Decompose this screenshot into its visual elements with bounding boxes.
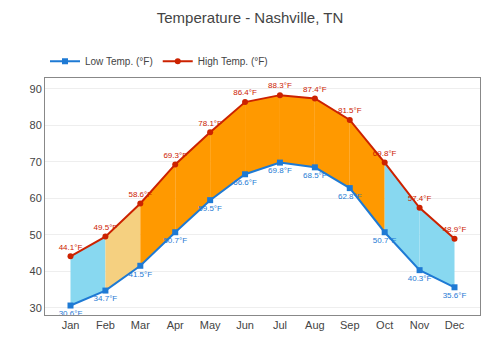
svg-text:57.4°F: 57.4°F (408, 194, 432, 203)
svg-text:Jun: Jun (236, 319, 254, 331)
svg-text:81.5°F: 81.5°F (338, 106, 362, 115)
svg-text:58.6°F: 58.6°F (128, 190, 152, 199)
svg-text:Jul: Jul (273, 319, 287, 331)
svg-text:35.6°F: 35.6°F (443, 291, 467, 300)
svg-text:Jan: Jan (62, 319, 80, 331)
svg-text:69.8°F: 69.8°F (373, 149, 397, 158)
svg-text:78.1°F: 78.1°F (198, 119, 222, 128)
svg-text:May: May (200, 319, 221, 331)
svg-text:Mar: Mar (131, 319, 150, 331)
svg-text:Aug: Aug (305, 319, 325, 331)
svg-text:30: 30 (30, 302, 42, 314)
svg-text:87.4°F: 87.4°F (303, 85, 327, 94)
svg-text:48.9°F: 48.9°F (443, 225, 467, 234)
svg-text:62.8°F: 62.8°F (338, 192, 362, 201)
svg-text:90: 90 (30, 83, 42, 95)
svg-text:Temperature - Nashville, TN: Temperature - Nashville, TN (157, 9, 343, 26)
svg-text:41.5°F: 41.5°F (128, 270, 152, 279)
svg-text:68.5°F: 68.5°F (303, 171, 327, 180)
svg-text:69.3°F: 69.3°F (163, 151, 187, 160)
svg-text:70: 70 (30, 156, 42, 168)
svg-text:40.3°F: 40.3°F (408, 274, 432, 283)
svg-text:Nov: Nov (410, 319, 430, 331)
svg-text:Dec: Dec (445, 319, 465, 331)
svg-text:Apr: Apr (167, 319, 184, 331)
svg-text:40: 40 (30, 265, 42, 277)
svg-text:50: 50 (30, 229, 42, 241)
svg-text:34.7°F: 34.7°F (94, 294, 118, 303)
svg-text:50.7°F: 50.7°F (163, 236, 187, 245)
svg-text:49.5°F: 49.5°F (94, 223, 118, 232)
svg-text:88.3°F: 88.3°F (268, 81, 292, 90)
svg-text:30.6°F: 30.6°F (59, 309, 83, 318)
svg-text:66.6°F: 66.6°F (233, 178, 257, 187)
svg-text:50.7°F: 50.7°F (373, 236, 397, 245)
svg-text:Sep: Sep (340, 319, 360, 331)
svg-text:60: 60 (30, 192, 42, 204)
svg-text:80: 80 (30, 119, 42, 131)
svg-text:Feb: Feb (96, 319, 115, 331)
svg-text:High Temp. (°F): High Temp. (°F) (198, 56, 268, 67)
svg-text:44.1°F: 44.1°F (59, 243, 83, 252)
svg-text:Low Temp. (°F): Low Temp. (°F) (85, 56, 153, 67)
svg-text:59.5°F: 59.5°F (198, 204, 222, 213)
svg-text:86.4°F: 86.4°F (233, 88, 257, 97)
svg-text:Oct: Oct (376, 319, 393, 331)
svg-text:69.8°F: 69.8°F (268, 166, 292, 175)
